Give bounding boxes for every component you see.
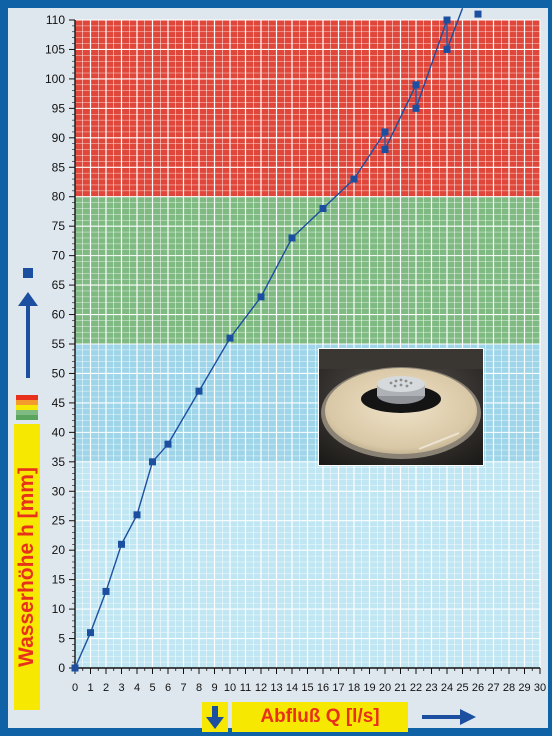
x-tick-label: 23	[425, 682, 437, 694]
x-tick-label: 2	[103, 682, 109, 694]
data-point	[133, 511, 141, 519]
y-tick-label: 20	[52, 543, 66, 557]
y-tick-label: 65	[52, 278, 66, 292]
y-tick-label: 100	[45, 72, 65, 86]
x-tick-label: 20	[379, 682, 391, 694]
x-tick-label: 24	[441, 682, 453, 694]
y-axis-label-box: Wasserhöhe h [mm]	[14, 424, 40, 710]
x-tick-label: 6	[165, 682, 171, 694]
x-tick-label: 4	[134, 682, 140, 694]
y-tick-label: 80	[52, 190, 66, 204]
x-tick-label: 25	[456, 682, 468, 694]
zone-legend-swatch	[16, 410, 38, 415]
zone-legend-swatch	[16, 395, 38, 400]
x-tick-label: 8	[196, 682, 202, 694]
data-point	[164, 440, 172, 448]
x-tick-label: 28	[503, 682, 515, 694]
y-tick-label: 70	[52, 249, 66, 263]
y-tick-label: 0	[58, 661, 65, 675]
x-tick-label: 21	[394, 682, 406, 694]
data-point	[149, 458, 156, 466]
y-tick-label: 55	[52, 337, 66, 351]
data-point	[443, 16, 451, 24]
x-tick-label: 17	[332, 682, 344, 694]
y-tick-label: 60	[52, 308, 66, 322]
data-point	[102, 587, 110, 595]
zone-legend-swatch	[16, 405, 38, 410]
data-point	[412, 104, 420, 112]
x-tick-label: 15	[301, 682, 313, 694]
zone-legend-swatch	[16, 400, 38, 405]
data-point	[226, 334, 234, 342]
x-tick-label: 9	[211, 682, 217, 694]
data-point	[87, 629, 94, 637]
y-tick-label: 5	[58, 632, 65, 646]
y-tick-label: 110	[46, 13, 65, 27]
series-line	[75, 8, 464, 668]
x-tick-label: 1	[87, 682, 93, 694]
data-point	[195, 387, 203, 395]
x-tick-label: 18	[348, 682, 360, 694]
arrow-right-icon	[422, 709, 476, 725]
y-tick-label: 15	[52, 573, 66, 587]
x-tick-label: 19	[363, 682, 375, 694]
y-tick-label: 40	[52, 425, 66, 439]
x-tick-label: 7	[180, 682, 186, 694]
x-tick-label: 29	[518, 682, 530, 694]
x-tick-label: 3	[118, 682, 124, 694]
data-point	[443, 45, 451, 53]
y-tick-label: 30	[52, 484, 66, 498]
x-tick-label: 16	[317, 682, 329, 694]
data-point	[71, 664, 79, 672]
x-axis-label-box: Abfluß Q [l/s]	[232, 702, 408, 732]
data-point	[381, 146, 389, 154]
x-tick-label: 12	[255, 682, 267, 694]
y-tick-label: 85	[52, 160, 66, 174]
x-tick-label: 13	[270, 682, 282, 694]
y-tick-label: 35	[52, 455, 66, 469]
data-point	[257, 293, 265, 301]
drain-photo	[318, 348, 484, 466]
data-point	[350, 175, 358, 183]
y-tick-label: 95	[52, 101, 66, 115]
x-tick-label: 10	[224, 682, 236, 694]
x-axis-label: Abfluß Q [l/s]	[260, 706, 380, 727]
data-point	[118, 540, 125, 548]
arrow-down-icon	[202, 702, 228, 732]
x-tick-label: 22	[410, 682, 422, 694]
x-tick-label: 26	[472, 682, 484, 694]
x-tick-label: 27	[487, 682, 499, 694]
y-tick-label: 75	[52, 219, 66, 233]
data-point	[381, 128, 389, 136]
y-tick-label: 25	[52, 514, 66, 528]
arrow-up-icon	[18, 292, 38, 306]
y-tick-label: 45	[52, 396, 66, 410]
x-tick-label: 11	[240, 682, 251, 694]
y-tick-label: 90	[52, 131, 66, 145]
x-tick-label: 30	[534, 682, 546, 694]
y-axis-label: Wasserhöhe h [mm]	[15, 467, 38, 667]
x-tick-label: 0	[72, 682, 78, 694]
zone-legend-swatch	[16, 415, 38, 420]
data-point	[412, 81, 420, 89]
arrow-up-shaft	[26, 300, 30, 378]
series-marker-icon	[23, 268, 33, 278]
y-tick-label: 10	[52, 602, 66, 616]
data-point	[319, 205, 327, 213]
data-point	[288, 234, 296, 242]
y-tick-label: 50	[52, 366, 66, 380]
x-tick-label: 5	[149, 682, 155, 694]
y-tick-label: 105	[45, 42, 65, 56]
data-point	[474, 10, 482, 18]
x-tick-label: 14	[286, 682, 298, 694]
